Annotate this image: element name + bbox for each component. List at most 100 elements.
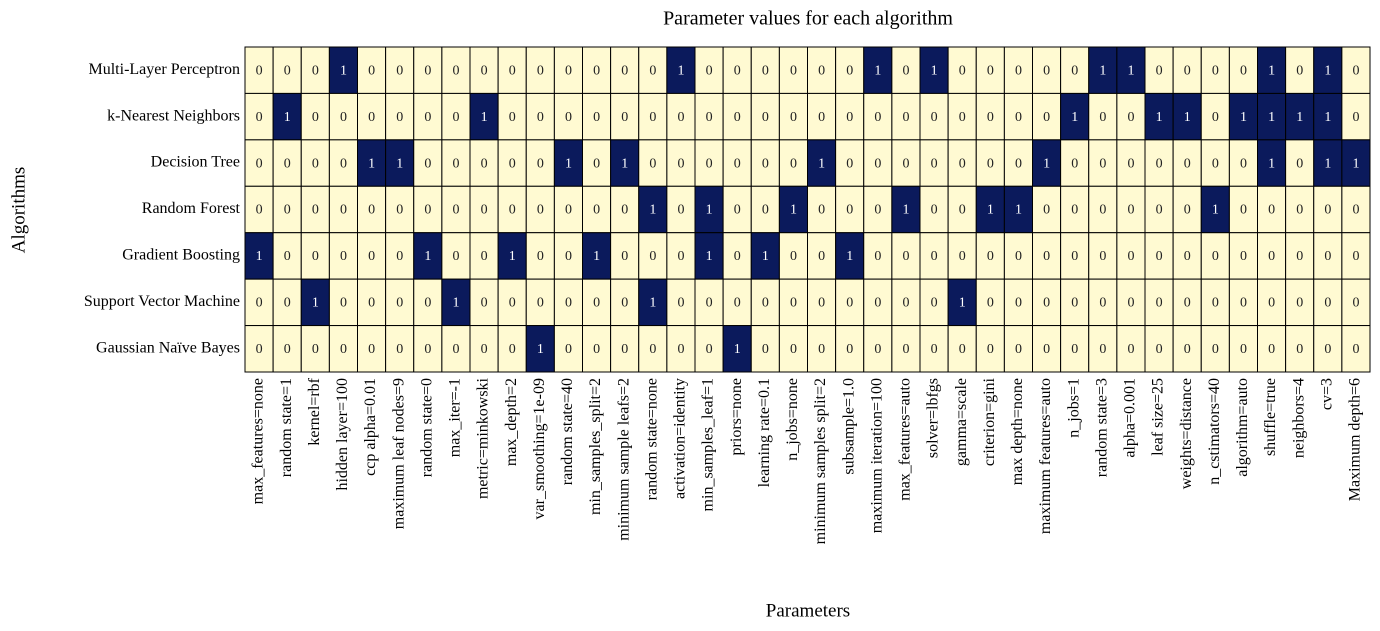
- cell-label: 0: [537, 156, 544, 171]
- cell-label: 0: [734, 296, 741, 311]
- cell-label: 0: [1184, 342, 1191, 357]
- cell: [553, 278, 583, 327]
- cell-label: 0: [256, 296, 263, 311]
- cell-label: 1: [1184, 110, 1191, 125]
- cell-label: 1: [1127, 63, 1134, 78]
- cell-label: 0: [509, 110, 516, 125]
- cell: [947, 92, 977, 141]
- cell-label: 0: [396, 63, 403, 78]
- cell-label: 0: [256, 156, 263, 171]
- cell-label: 0: [481, 63, 488, 78]
- cell-label: 0: [621, 63, 628, 78]
- cell-label: 0: [1099, 110, 1106, 125]
- cell-label: 1: [1071, 110, 1078, 125]
- cell-label: 0: [312, 249, 319, 264]
- y-tick-label: Multi-Layer Perceptron: [89, 61, 241, 78]
- cell-label: 0: [1352, 342, 1359, 357]
- cell: [807, 278, 837, 327]
- cell: [891, 139, 921, 187]
- cell-label: 0: [481, 342, 488, 357]
- cell-label: 0: [1043, 110, 1050, 125]
- cell-label: 0: [734, 249, 741, 264]
- cell-label: 0: [368, 203, 375, 218]
- cell: [1032, 185, 1062, 234]
- cell-label: 0: [1156, 63, 1163, 78]
- cell: [975, 139, 1005, 187]
- cell-label: 0: [340, 110, 347, 125]
- cell-label: 0: [931, 203, 938, 218]
- cell-label: 0: [396, 110, 403, 125]
- cell-label: 1: [1212, 203, 1219, 218]
- cell: [1313, 232, 1343, 280]
- cell-label: 0: [762, 296, 769, 311]
- cell-label: 0: [565, 249, 572, 264]
- cell-label: 1: [621, 156, 628, 171]
- x-tick-label: algorithm=auto: [1234, 378, 1251, 477]
- cell: [1060, 92, 1090, 141]
- x-tick-label: random state=3: [1093, 378, 1110, 477]
- cell: [750, 92, 780, 141]
- cell-label: 0: [818, 110, 825, 125]
- cell-label: 0: [1268, 342, 1275, 357]
- cell: [1285, 325, 1315, 373]
- cell-label: 0: [1156, 156, 1163, 171]
- cell-label: 0: [312, 342, 319, 357]
- cell-label: 0: [762, 63, 769, 78]
- cell-label: 0: [649, 110, 656, 125]
- cell-label: 0: [1127, 156, 1134, 171]
- cell-label: 0: [706, 156, 713, 171]
- cell: [244, 185, 274, 234]
- cell-label: 0: [790, 156, 797, 171]
- cell-label: 1: [1296, 110, 1303, 125]
- cell-label: 1: [1240, 110, 1247, 125]
- cell-label: 0: [284, 156, 291, 171]
- cell: [1228, 139, 1258, 187]
- cell: [1003, 185, 1033, 234]
- cell: [835, 232, 865, 280]
- cell-label: 0: [677, 156, 684, 171]
- cell-label: 0: [1212, 342, 1219, 357]
- cell-label: 0: [621, 110, 628, 125]
- cell-label: 0: [818, 203, 825, 218]
- cell: [1003, 46, 1033, 94]
- cell-label: 0: [1268, 203, 1275, 218]
- cell: [638, 139, 668, 187]
- cell: [1200, 278, 1230, 327]
- cell-label: 0: [621, 203, 628, 218]
- cell-label: 0: [256, 110, 263, 125]
- cell-label: 0: [537, 203, 544, 218]
- cell-label: 1: [1324, 110, 1331, 125]
- cell-label: 0: [1127, 203, 1134, 218]
- cell-label: 0: [874, 296, 881, 311]
- cell: [385, 278, 415, 327]
- cell-label: 0: [1296, 156, 1303, 171]
- cell-label: 1: [537, 342, 544, 357]
- cell-label: 0: [677, 203, 684, 218]
- cell-label: 0: [1015, 342, 1022, 357]
- cell-label: 0: [509, 203, 516, 218]
- cell-label: 0: [593, 110, 600, 125]
- cell: [975, 185, 1005, 234]
- cell: [722, 139, 752, 187]
- cell: [807, 46, 837, 94]
- cell-label: 0: [256, 203, 263, 218]
- cell: [1060, 139, 1090, 187]
- cell: [947, 278, 977, 327]
- cell-label: 1: [1324, 156, 1331, 171]
- cell-label: 0: [1324, 249, 1331, 264]
- cell: [1003, 232, 1033, 280]
- cell: [1200, 139, 1230, 187]
- cell: [385, 46, 415, 94]
- cell-label: 0: [818, 63, 825, 78]
- cell-label: 0: [1296, 63, 1303, 78]
- cell: [244, 46, 274, 94]
- cell-label: 0: [593, 156, 600, 171]
- cell-label: 0: [734, 203, 741, 218]
- cell: [750, 232, 780, 280]
- cell-label: 1: [734, 342, 741, 357]
- cell: [975, 232, 1005, 280]
- cell-label: 0: [902, 63, 909, 78]
- x-tick-label: n_cstimators=40: [1206, 378, 1223, 485]
- x-tick-label: maximum features=auto: [1037, 378, 1054, 534]
